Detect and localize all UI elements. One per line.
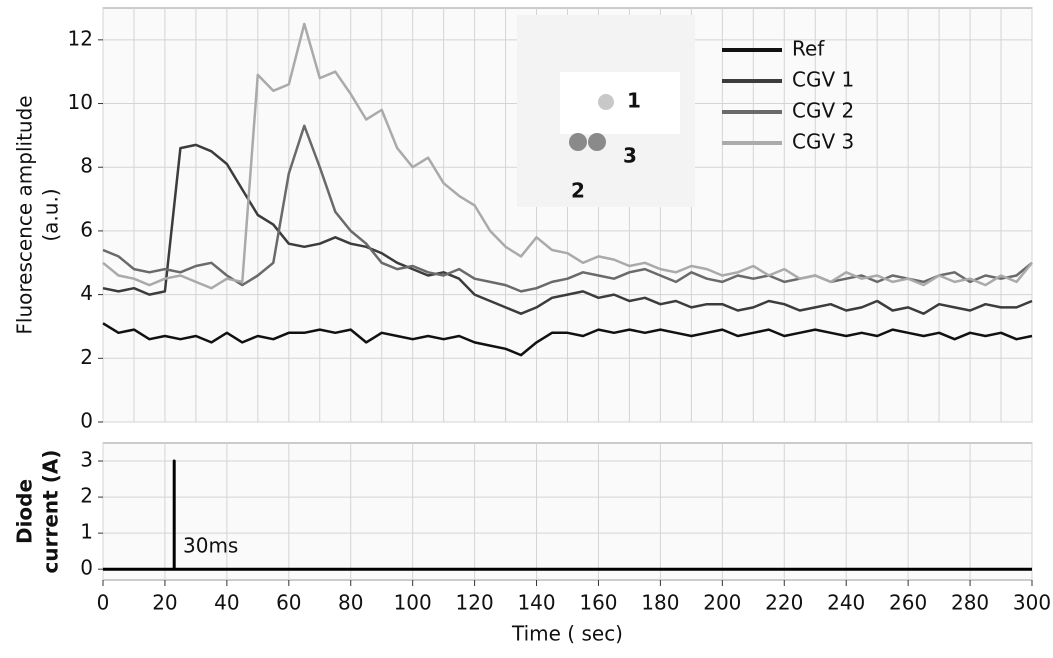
x-tick-label: 160	[579, 591, 617, 615]
y-axis-label: (a.u.)	[39, 188, 63, 241]
series-line	[103, 459, 1032, 571]
y-tick-label: 8	[80, 154, 93, 178]
inset-label: 2	[571, 179, 585, 203]
legend-label: CGV 3	[792, 130, 854, 154]
y-tick-label: 2	[80, 345, 93, 369]
y-tick-label: 6	[80, 217, 93, 241]
x-tick-label: 120	[456, 591, 494, 615]
series-line	[102, 22, 1033, 290]
y-axis-label: Diode	[13, 479, 37, 544]
x-tick-label: 200	[703, 591, 741, 615]
y-tick-label: 0	[80, 409, 93, 433]
legend-label: CGV 1	[792, 68, 854, 92]
inset-cell	[598, 94, 614, 110]
x-tick-label: 220	[765, 591, 803, 615]
inset-label: 3	[623, 144, 637, 168]
inset-label: 1	[627, 89, 641, 113]
inset-cell	[560, 72, 680, 134]
plot-area	[102, 442, 1033, 581]
x-tick-label: 40	[214, 591, 239, 615]
x-tick-label: 260	[889, 591, 927, 615]
y-tick-label: 10	[68, 90, 93, 114]
x-tick-label: 60	[276, 591, 301, 615]
series-line	[102, 322, 1033, 357]
y-tick-label: 4	[80, 281, 93, 305]
inset-cell	[588, 133, 606, 151]
y-axis-label: Fluorescence amplitude	[13, 95, 37, 334]
legend-label: Ref	[792, 37, 825, 61]
legend-label: CGV 2	[792, 99, 854, 123]
y-tick-label: 1	[80, 520, 93, 544]
x-tick-label: 280	[951, 591, 989, 615]
series-line	[102, 124, 1033, 293]
y-tick-label: 2	[80, 484, 93, 508]
x-tick-label: 80	[338, 591, 363, 615]
x-tick-label: 300	[1013, 591, 1051, 615]
x-axis-label: Time ( sec)	[511, 622, 623, 646]
y-tick-label: 12	[68, 26, 93, 50]
annotation: 30ms	[183, 534, 238, 558]
x-tick-label: 20	[152, 591, 177, 615]
series-line	[102, 143, 1033, 315]
x-tick-label: 100	[394, 591, 432, 615]
y-tick-label: 0	[80, 556, 93, 580]
y-tick-label: 3	[80, 448, 93, 472]
x-tick-label: 180	[641, 591, 679, 615]
x-tick-label: 140	[517, 591, 555, 615]
x-tick-label: 240	[827, 591, 865, 615]
inset-cell	[569, 133, 587, 151]
x-tick-label: 0	[97, 591, 110, 615]
y-axis-label: current (A)	[39, 450, 63, 574]
